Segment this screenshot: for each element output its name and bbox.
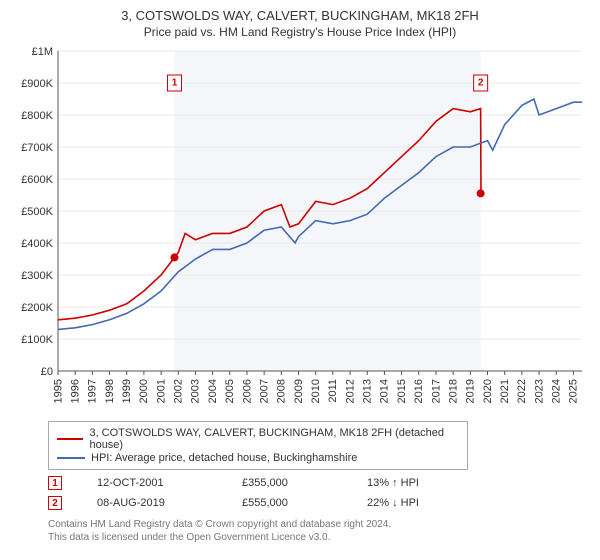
footer-line: This data is licensed under the Open Gov… <box>48 531 592 544</box>
legend-item: HPI: Average price, detached house, Buck… <box>57 452 459 464</box>
y-tick-label: £100K <box>21 334 53 346</box>
marker-table: 1 12-OCT-2001 £355,000 13% ↑ HPI 2 08-AUG-201… <box>48 476 592 510</box>
x-tick-label: 1995 <box>52 379 64 403</box>
x-tick-label: 2010 <box>310 379 322 403</box>
chart-marker-point <box>170 253 178 261</box>
y-tick-label: £0 <box>41 366 53 378</box>
x-tick-label: 2013 <box>362 379 374 403</box>
marker-row: 1 12-OCT-2001 £355,000 13% ↑ HPI <box>48 476 592 490</box>
x-tick-label: 2017 <box>430 379 442 403</box>
x-tick-label: 2006 <box>241 379 253 403</box>
x-tick-label: 2025 <box>568 379 580 403</box>
y-tick-label: £300K <box>21 270 53 282</box>
legend-item: 3, COTSWOLDS WAY, CALVERT, BUCKINGHAM, M… <box>57 427 459 451</box>
chart-subtitle: Price paid vs. HM Land Registry's House … <box>8 25 592 39</box>
y-tick-label: £800K <box>21 110 53 122</box>
legend: 3, COTSWOLDS WAY, CALVERT, BUCKINGHAM, M… <box>48 421 468 470</box>
x-tick-label: 2008 <box>276 379 288 403</box>
legend-label: HPI: Average price, detached house, Buck… <box>91 452 357 464</box>
marker-badge: 2 <box>48 496 62 510</box>
x-tick-label: 2005 <box>224 379 236 403</box>
marker-date: 08-AUG-2019 <box>97 497 207 509</box>
y-tick-label: £900K <box>21 78 53 90</box>
x-tick-label: 2012 <box>344 379 356 403</box>
x-tick-label: 2016 <box>413 379 425 403</box>
y-tick-label: £1M <box>32 46 53 58</box>
footer-attribution: Contains HM Land Registry data © Crown c… <box>48 518 592 544</box>
marker-badge: 1 <box>48 476 62 490</box>
x-tick-label: 2002 <box>173 379 185 403</box>
chart-area: £0 £100K £200K £300K £400K £500K £600K £700K £80… <box>8 45 592 415</box>
x-tick-label: 1997 <box>87 379 99 403</box>
marker-date: 12-OCT-2001 <box>97 477 207 489</box>
x-tick-label: 2021 <box>499 379 511 403</box>
chart-title: 3, COTSWOLDS WAY, CALVERT, BUCKINGHAM, M… <box>8 8 592 23</box>
legend-swatch <box>57 438 83 440</box>
chart-marker-id: 2 <box>478 78 484 89</box>
y-tick-label: £500K <box>21 206 53 218</box>
x-tick-label: 2007 <box>258 379 270 403</box>
y-tick-label: £600K <box>21 174 53 186</box>
marker-price: £355,000 <box>242 477 332 489</box>
marker-row: 2 08-AUG-2019 £555,000 22% ↓ HPI <box>48 496 592 510</box>
x-tick-label: 1998 <box>104 379 116 403</box>
x-tick-label: 2001 <box>155 379 167 403</box>
x-tick-label: 1996 <box>69 379 81 403</box>
x-tick-label: 2020 <box>482 379 494 403</box>
x-tick-label: 2014 <box>379 379 391 403</box>
marker-price: £555,000 <box>242 497 332 509</box>
x-tick-label: 2018 <box>447 379 459 403</box>
x-tick-label: 2024 <box>551 379 563 403</box>
chart-marker-id: 1 <box>172 78 178 89</box>
chart-marker-point <box>477 189 485 197</box>
footer-line: Contains HM Land Registry data © Crown c… <box>48 518 592 531</box>
x-tick-label: 2022 <box>516 379 528 403</box>
x-tick-label: 2003 <box>190 379 202 403</box>
x-tick-label: 1999 <box>121 379 133 403</box>
x-tick-label: 2023 <box>533 379 545 403</box>
line-chart: £0 £100K £200K £300K £400K £500K £600K £700K £80… <box>8 45 592 415</box>
x-tick-label: 2011 <box>327 379 339 403</box>
x-tick-label: 2000 <box>138 379 150 403</box>
x-tick-label: 2019 <box>465 379 477 403</box>
y-tick-label: £700K <box>21 142 53 154</box>
marker-delta: 22% ↓ HPI <box>367 497 419 509</box>
y-tick-label: £400K <box>21 238 53 250</box>
legend-label: 3, COTSWOLDS WAY, CALVERT, BUCKINGHAM, M… <box>89 427 459 451</box>
x-tick-label: 2015 <box>396 379 408 403</box>
y-tick-label: £200K <box>21 302 53 314</box>
marker-delta: 13% ↑ HPI <box>367 477 419 489</box>
x-tick-label: 2009 <box>293 379 305 403</box>
legend-swatch <box>57 457 85 459</box>
x-tick-label: 2004 <box>207 379 219 403</box>
